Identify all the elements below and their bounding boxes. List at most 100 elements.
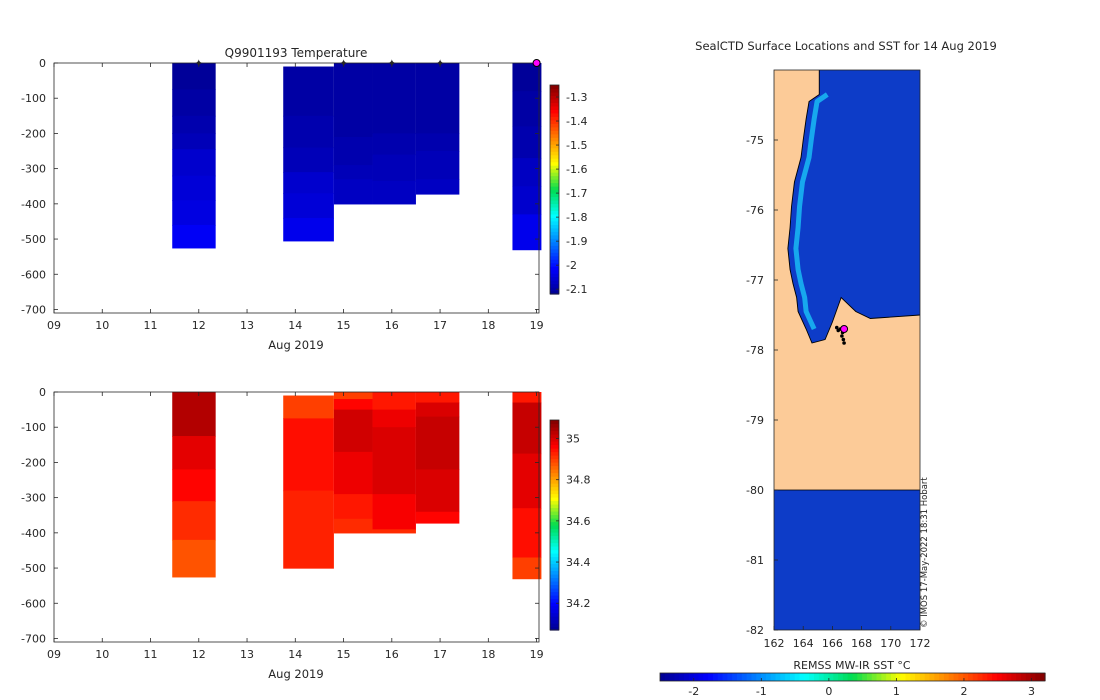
colorbar-segment: [550, 192, 559, 198]
sst-colorbar-segment: [953, 673, 959, 681]
x-tick-label: 18: [481, 648, 495, 661]
sst-colorbar-segment: [857, 673, 863, 681]
colorbar-segment: [550, 497, 559, 502]
colorbar-tick-label: -1.4: [566, 115, 587, 128]
map-title: SealCTD Surface Locations and SST for 14…: [695, 39, 997, 53]
profile-cell: [415, 179, 460, 195]
sst-colorbar-segment: [842, 673, 849, 681]
y-tick-label: -500: [21, 233, 46, 246]
colorbar-segment: [550, 234, 559, 239]
temperature-plot-area: 09 10 11 12 13 14 15 16 17 18 19 0 -100 -200 -300 -400 -…: [21, 57, 544, 332]
colorbar-tick-label: 35: [566, 433, 580, 446]
profile-cell: [333, 494, 373, 520]
colorbar-segment: [550, 553, 559, 558]
sst-colorbar-segment: [886, 673, 892, 681]
plot-frame: [53, 62, 540, 314]
colorbar-segment: [550, 469, 559, 474]
sst-colorbar-label: REMSS MW-IR SST °C: [793, 659, 911, 672]
sst-colorbar-segment: [1016, 673, 1022, 681]
colorbar-segment: [550, 199, 559, 205]
sst-colorbar-tick-label: -2: [688, 685, 699, 698]
colorbar-segment: [550, 105, 559, 110]
y-tick-label: -300: [21, 163, 46, 176]
sst-colorbar-segment: [761, 673, 767, 681]
sst-colorbar-frame: [659, 672, 1046, 682]
land-area: [774, 70, 920, 490]
sst-colorbar-segment: [756, 673, 762, 681]
sst-colorbar-segment: [717, 673, 724, 681]
profile-cell: [512, 63, 542, 92]
y-tick-label: -700: [21, 303, 46, 316]
profile-cell: [172, 115, 216, 135]
lon-tick-label: 168: [851, 637, 872, 650]
colorbar-segment: [550, 98, 559, 104]
sst-colorbar-segment: [948, 673, 955, 681]
colorbar-segment: [550, 140, 559, 145]
sst-colorbar-segment: [737, 673, 743, 681]
salinity-section-panel: 09 10 11 12 13 14 15 16 17 18 19 0 -100 -200 -300 -400 -…: [21, 386, 590, 681]
y-tick-label: -400: [21, 527, 46, 540]
colorbar-segment: [550, 196, 559, 201]
colorbar-segment: [550, 266, 559, 271]
colorbar-segment: [550, 241, 559, 246]
lat-tick-label: -76: [746, 204, 764, 217]
colorbar-segment: [550, 430, 559, 435]
colorbar-segment: [550, 574, 559, 579]
lat-tick-label: -81: [746, 554, 764, 567]
profile-cell: [333, 409, 373, 453]
sst-colorbar-segment: [1035, 673, 1041, 681]
sst-colorbar-segment: [818, 673, 825, 681]
colorbar-segment: [550, 619, 559, 624]
sst-colorbar-segment: [814, 673, 820, 681]
colorbar-segment: [550, 269, 559, 274]
sst-colorbar-segment: [1020, 673, 1027, 681]
colorbar-segment: [550, 490, 559, 495]
colorbar-segment: [550, 112, 559, 117]
colorbar-segment: [550, 458, 559, 463]
sst-colorbar-segment: [977, 673, 984, 681]
x-tick-label: 19: [530, 319, 544, 332]
colorbar-segment: [550, 102, 559, 107]
colorbar-segment: [550, 213, 559, 218]
sst-colorbar-segment: [905, 673, 911, 681]
x-tick-label: 09: [47, 319, 61, 332]
colorbar-segment: [550, 462, 559, 467]
colorbar-segment: [550, 133, 559, 138]
profile-cell: [172, 501, 216, 541]
sst-colorbar-segment: [929, 673, 935, 681]
colorbar-segment: [550, 186, 559, 191]
sst-colorbar-segment: [775, 673, 781, 681]
colorbar-segment: [550, 434, 559, 439]
sst-colorbar-segment: [847, 673, 854, 681]
colorbar-tick-label: -1.3: [566, 91, 587, 104]
colorbar-segment: [550, 535, 559, 540]
colorbar-segment: [550, 217, 559, 222]
colorbar-frame: [549, 84, 560, 295]
profile-cell: [333, 179, 373, 205]
colorbar-tick-label: 34.8: [566, 474, 591, 487]
colorbar-segment: [550, 137, 559, 142]
sst-colorbar-segment: [924, 673, 931, 681]
colorbar-segment: [550, 581, 559, 586]
x-tick-label: 16: [385, 319, 399, 332]
colorbar-segment: [550, 504, 559, 509]
lat-tick-label: -78: [746, 344, 764, 357]
colorbar-segment: [550, 91, 559, 97]
colorbar-segment: [550, 420, 559, 425]
colorbar-segment: [550, 283, 559, 288]
colorbar-segment: [550, 560, 559, 565]
profile-cell: [333, 399, 373, 411]
colorbar-segment: [550, 158, 559, 163]
colorbar-segment: [550, 514, 559, 519]
profile-cell: [415, 392, 460, 404]
sst-colorbar-segment: [866, 673, 873, 681]
sst-colorbar-segment: [1001, 673, 1008, 681]
sst-colorbar-segment: [876, 673, 882, 681]
sst-colorbar-segment: [794, 673, 801, 681]
salinity-plot-area: 09 10 11 12 13 14 15 16 17 18 19 0 -100 -200 -300 -400 -…: [21, 386, 544, 661]
y-tick-label: -100: [21, 92, 46, 105]
colorbar-segment: [550, 287, 559, 292]
y-tick-label: -600: [21, 597, 46, 610]
sst-colorbar-segment: [799, 673, 805, 681]
